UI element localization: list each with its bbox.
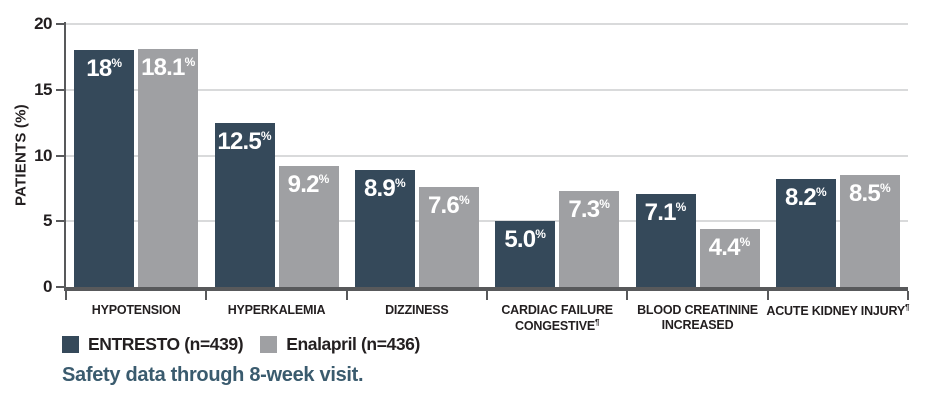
gridline xyxy=(66,23,908,25)
bar-value-label: 7.1% xyxy=(644,198,687,226)
x-axis-tick xyxy=(65,291,67,300)
bar: 18.1% xyxy=(138,48,199,287)
y-axis-tick-label: 15 xyxy=(34,79,52,99)
x-axis-tick xyxy=(766,291,769,300)
x-axis-category-label: HYPERKALEMIA xyxy=(227,303,326,317)
y-axis-tick-label: 10 xyxy=(34,145,52,165)
x-axis-category-label: ACUTE KIDNEY INJURY¶ xyxy=(766,303,910,319)
legend-label-enalapril: Enalapril (n=436) xyxy=(286,334,420,354)
legend-swatch-enalapril xyxy=(260,336,278,353)
legend: ENTRESTO (n=439) Enalapril (n=436) xyxy=(62,334,420,355)
y-axis-tick xyxy=(56,154,66,157)
x-axis-line xyxy=(64,287,908,291)
bar: 7.6% xyxy=(418,187,479,287)
x-axis-category-label: CARDIAC FAILURE CONGESTIVE¶ xyxy=(501,303,613,334)
x-axis-tick xyxy=(486,291,488,300)
bar: 8.2% xyxy=(775,179,836,287)
x-axis-tick xyxy=(345,291,348,300)
x-axis-category-label: HYPOTENSION xyxy=(91,303,181,317)
bar-value-label: 5.0% xyxy=(504,226,546,254)
x-axis-category-label: DIZZINESS xyxy=(385,303,449,317)
y-axis-line xyxy=(64,22,66,291)
bar-value-label: 18% xyxy=(86,55,123,83)
bar-value-label: 8.9% xyxy=(364,174,406,202)
bar: 18% xyxy=(74,50,135,287)
x-axis-tick xyxy=(626,291,629,300)
bar-value-label: 4.4% xyxy=(708,234,751,262)
gridline xyxy=(66,154,908,157)
y-axis-tick xyxy=(56,88,66,91)
bar: 12.5% xyxy=(214,122,275,287)
legend-swatch-entresto xyxy=(62,336,79,353)
bar-value-label: 8.2% xyxy=(785,184,827,212)
legend-item-entresto: ENTRESTO (n=439) xyxy=(62,334,244,355)
legend-item-enalapril: Enalapril (n=436) xyxy=(260,334,420,355)
footnote: Safety data through 8-week visit. xyxy=(62,364,364,386)
y-axis-tick-label: 5 xyxy=(43,211,52,231)
bar: 4.4% xyxy=(699,229,760,287)
bar: 7.1% xyxy=(635,193,696,287)
y-axis-tick xyxy=(56,23,66,25)
bar: 8.9% xyxy=(354,169,415,287)
x-axis-category-label: BLOOD CREATININE INCREASED xyxy=(637,303,758,332)
bar-value-label: 9.2% xyxy=(287,171,330,199)
bar-value-label: 18.1% xyxy=(141,53,196,81)
y-axis-tick-label: 20 xyxy=(34,14,52,33)
bar: 8.5% xyxy=(839,175,900,287)
bar-value-label: 8.5% xyxy=(849,180,891,208)
bar-value-label: 7.6% xyxy=(428,192,470,220)
x-axis-tick xyxy=(907,291,909,300)
gridline xyxy=(66,220,908,223)
bar: 5.0% xyxy=(495,221,556,287)
y-axis-tick xyxy=(56,220,66,223)
y-axis-tick-label: 0 xyxy=(43,277,52,296)
gridline xyxy=(66,88,908,91)
bar-value-label: 12.5% xyxy=(217,127,272,155)
y-axis-tick xyxy=(56,286,66,288)
bar: 9.2% xyxy=(278,166,339,287)
x-axis-tick xyxy=(205,291,208,300)
legend-label-entresto: ENTRESTO (n=439) xyxy=(88,334,244,354)
bar-value-label: 7.3% xyxy=(568,196,610,223)
bar: 7.3% xyxy=(559,191,620,287)
